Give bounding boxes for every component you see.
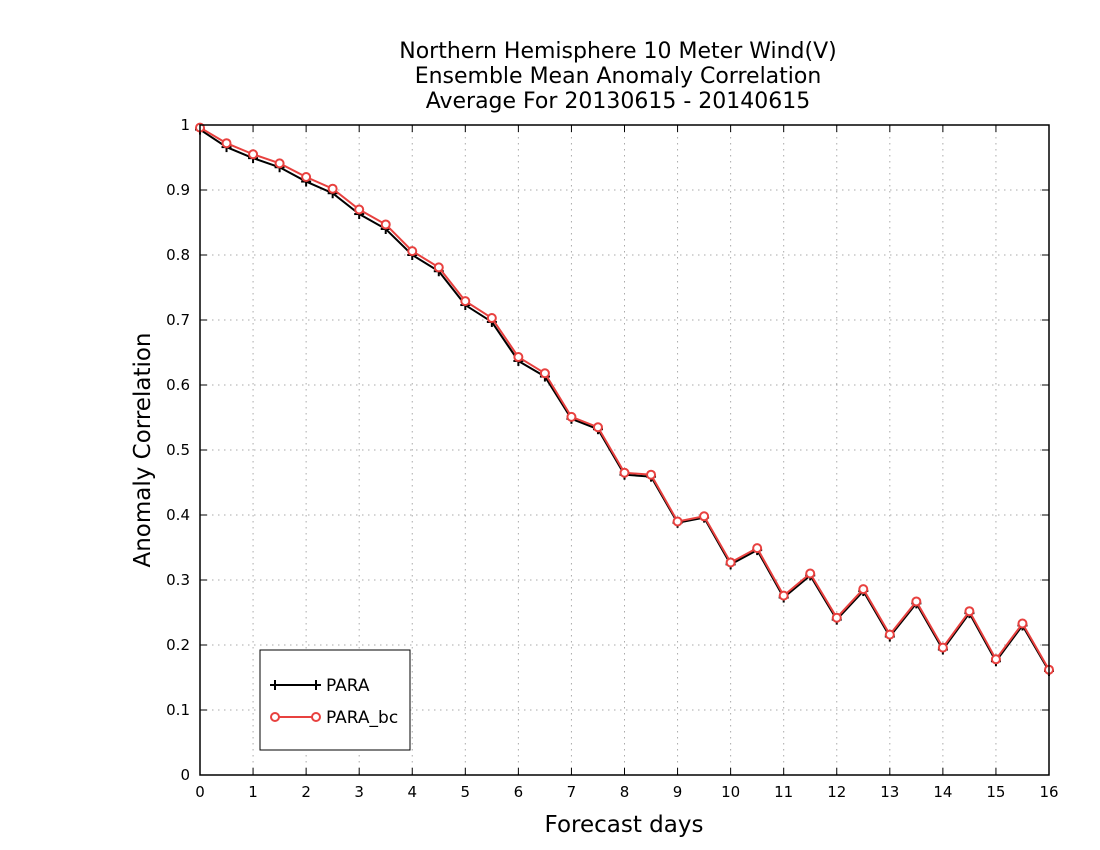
x-tick-label: 14 (933, 783, 952, 801)
data-point (274, 158, 285, 169)
legend-item-PARA_bc: PARA_bc (270, 708, 398, 728)
legend-label: PARA (326, 676, 370, 696)
gridlines (200, 125, 1049, 775)
data-point (937, 642, 948, 653)
data-point (672, 516, 683, 527)
data-point (539, 368, 550, 379)
data-point (301, 172, 312, 182)
legend-marker (270, 680, 280, 690)
chart-title-line-3: Average For 20130615 - 20140615 (426, 89, 811, 114)
series-PARA_bc (195, 122, 1054, 675)
legend: PARA PARA_bc (259, 649, 411, 751)
x-tick-label: 0 (195, 783, 205, 801)
chart-title: Northern Hemisphere 10 Meter Wind(V)Ense… (399, 39, 837, 114)
legend-marker (311, 680, 321, 690)
y-tick-label: 0.2 (166, 636, 190, 654)
x-tick-label: 3 (354, 783, 364, 801)
data-point (460, 296, 471, 307)
data-point (778, 590, 789, 601)
y-tick-label: 0.1 (166, 701, 190, 719)
data-point (354, 204, 365, 215)
axis-ticks: 0 1 2 3 4 5 6 7 8 9 10 11 12 13 14 15 1600.10.20.30.40.5… (166, 116, 1058, 801)
x-tick-label: 8 (620, 783, 630, 801)
x-tick-label: 11 (774, 783, 793, 801)
y-tick-label: 0.5 (166, 441, 190, 459)
x-tick-label: 2 (301, 783, 311, 801)
x-tick-label: 12 (827, 783, 846, 801)
plot-area-frame (199, 124, 1050, 776)
data-point (805, 568, 816, 579)
data-point (831, 612, 842, 623)
data-point (884, 629, 895, 640)
data-point (725, 557, 736, 568)
y-tick-label: 0.4 (166, 506, 190, 524)
x-tick-label: 6 (514, 783, 524, 801)
data-point (858, 584, 869, 595)
y-tick-label: 0.6 (166, 376, 190, 394)
data-point (911, 596, 922, 607)
y-tick-label: 0.9 (166, 181, 190, 199)
x-tick-label: 10 (721, 783, 740, 801)
x-tick-label: 7 (567, 783, 577, 801)
legend-marker (270, 712, 280, 722)
x-tick-label: 9 (673, 783, 683, 801)
data-point (433, 262, 444, 273)
x-axis-label: Forecast days (545, 812, 704, 838)
data-point (486, 313, 497, 324)
legend-box (259, 649, 411, 751)
data-point (964, 606, 975, 617)
data-point (407, 246, 418, 257)
legend-marker (311, 712, 321, 722)
data-point (248, 149, 259, 160)
y-tick-label: 1 (180, 116, 190, 134)
x-tick-label: 5 (461, 783, 471, 801)
x-tick-label: 13 (880, 783, 899, 801)
y-tick-label: 0.8 (166, 246, 190, 264)
y-tick-label: 0.3 (166, 571, 190, 589)
x-tick-label: 4 (407, 783, 417, 801)
data-point (592, 422, 603, 433)
data-point (327, 183, 338, 194)
data-point (752, 543, 763, 554)
y-tick-label: 0 (180, 766, 190, 784)
data-point (699, 511, 710, 522)
x-tick-label: 16 (1039, 783, 1058, 801)
data-point (990, 654, 1001, 665)
y-axis-label: Anomaly Correlation (130, 332, 156, 567)
data-point (513, 352, 524, 363)
legend-item-PARA: PARA (270, 676, 370, 696)
chart-title-line-2: Ensemble Mean Anomaly Correlation (415, 64, 822, 89)
data-point (380, 219, 391, 230)
y-tick-label: 0.7 (166, 311, 190, 329)
x-tick-label: 1 (248, 783, 258, 801)
data-point (1017, 618, 1028, 629)
data-point (646, 469, 657, 480)
x-tick-label: 15 (986, 783, 1005, 801)
series-lines (195, 122, 1054, 676)
data-point (566, 411, 577, 422)
legend-label: PARA_bc (326, 708, 398, 728)
series-line-PARA (199, 128, 1050, 672)
data-point (619, 467, 630, 478)
chart-title-line-1: Northern Hemisphere 10 Meter Wind(V) (399, 39, 837, 64)
data-point (221, 138, 232, 149)
